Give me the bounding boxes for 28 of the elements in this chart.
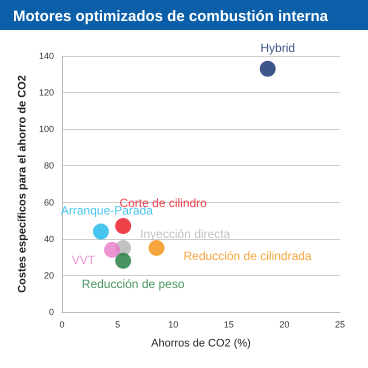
y-axis-title: Costes específicos para el ahorro de CO2 [16, 75, 28, 293]
point [148, 240, 165, 256]
series-label: Inyección directa [140, 227, 231, 241]
series-label: Hybrid [260, 40, 296, 55]
series-label: Reducción de peso [82, 276, 185, 291]
x-tick-label: 10 [168, 320, 178, 330]
point [115, 252, 132, 269]
chart-title: Motores optimizados de combustión interna [13, 8, 329, 25]
y-tick-label: 0 [48, 307, 54, 317]
x-axis-title: Ahorros de CO2 (%) [151, 338, 251, 350]
x-tick-label: 20 [279, 320, 290, 330]
series-label: VVT [72, 252, 96, 267]
point [260, 60, 276, 77]
y-tick-label: 80 [44, 160, 54, 171]
x-tick-label: 25 [334, 320, 346, 330]
y-tick-label: 20 [44, 270, 54, 280]
y-tick-label: 140 [38, 51, 54, 61]
x-tick-label: 15 [224, 320, 234, 330]
y-tick-label: 40 [44, 234, 54, 244]
x-tick-label: 5 [115, 320, 120, 330]
point [92, 224, 109, 240]
point [115, 218, 132, 234]
x-tick-label: 0 [59, 320, 65, 330]
y-tick-label: 60 [44, 197, 54, 208]
y-tick-label: 120 [38, 88, 54, 98]
series-label: Reducción de cilindrada [184, 249, 312, 263]
point [104, 242, 120, 258]
y-tick-label: 100 [38, 124, 54, 134]
